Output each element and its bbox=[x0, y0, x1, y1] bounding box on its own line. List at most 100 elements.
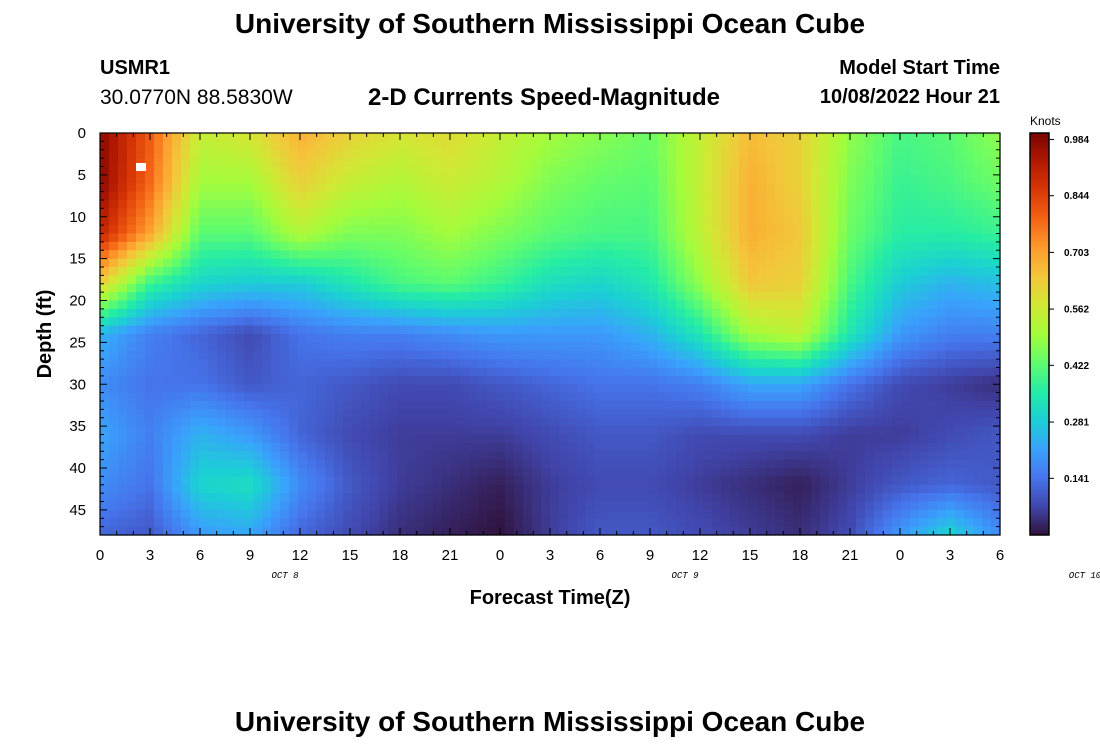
heatmap-cell bbox=[820, 174, 830, 184]
heatmap-cell bbox=[667, 300, 677, 310]
heatmap-cell bbox=[370, 417, 380, 427]
heatmap-cell bbox=[847, 518, 857, 528]
heatmap-cell bbox=[181, 283, 191, 293]
heatmap-cell bbox=[874, 149, 884, 159]
heatmap-cell bbox=[388, 191, 398, 201]
heatmap-cell bbox=[748, 267, 758, 276]
heatmap-cell bbox=[487, 518, 497, 528]
heatmap-cell bbox=[487, 292, 497, 302]
heatmap-cell bbox=[577, 216, 587, 226]
heatmap-cell bbox=[487, 133, 497, 142]
heatmap-cell bbox=[469, 275, 479, 285]
heatmap-cell bbox=[991, 258, 1001, 268]
heatmap-cell bbox=[388, 258, 398, 268]
heatmap-cell bbox=[586, 233, 596, 243]
heatmap-cell bbox=[217, 233, 227, 243]
heatmap-cell bbox=[514, 166, 524, 176]
heatmap-cell bbox=[280, 225, 290, 235]
heatmap-cell bbox=[496, 308, 506, 318]
heatmap-cell bbox=[730, 451, 740, 461]
heatmap-cell bbox=[532, 317, 542, 327]
heatmap-cell bbox=[217, 476, 227, 486]
heatmap-cell bbox=[649, 476, 659, 486]
heatmap-cell bbox=[955, 375, 965, 385]
heatmap-cell bbox=[847, 501, 857, 511]
heatmap-cell bbox=[289, 392, 299, 402]
heatmap-cell bbox=[847, 359, 857, 369]
heatmap-cell bbox=[739, 484, 749, 494]
heatmap-cell bbox=[910, 317, 920, 327]
heatmap-cell bbox=[577, 250, 587, 260]
heatmap-cell bbox=[289, 493, 299, 503]
heatmap-cell bbox=[127, 468, 137, 477]
heatmap-cell bbox=[604, 526, 614, 536]
heatmap-cell bbox=[505, 384, 515, 394]
heatmap-cell bbox=[163, 434, 173, 444]
heatmap-cell bbox=[820, 208, 830, 218]
heatmap-cell bbox=[541, 526, 551, 536]
heatmap-cell bbox=[622, 308, 632, 318]
heatmap-cell bbox=[541, 200, 551, 209]
heatmap-cell bbox=[460, 233, 470, 243]
heatmap-cell bbox=[937, 493, 947, 503]
heatmap-cell bbox=[784, 200, 794, 209]
heatmap-cell bbox=[379, 434, 389, 444]
heatmap-cell bbox=[631, 225, 641, 235]
heatmap-cell bbox=[136, 233, 146, 243]
heatmap-cell bbox=[856, 334, 866, 343]
heatmap-cell bbox=[190, 526, 200, 536]
heatmap-cell bbox=[163, 200, 173, 209]
heatmap-cell bbox=[541, 300, 551, 310]
heatmap-cell bbox=[397, 300, 407, 310]
heatmap-cell bbox=[496, 484, 506, 494]
heatmap-cell bbox=[352, 317, 362, 327]
heatmap-cell bbox=[919, 258, 929, 268]
heatmap-cell bbox=[991, 367, 1001, 377]
heatmap-cell bbox=[361, 384, 371, 394]
heatmap-cell bbox=[271, 434, 281, 444]
heatmap-cell bbox=[217, 409, 227, 419]
heatmap-cell bbox=[937, 233, 947, 243]
heatmap-cell bbox=[298, 191, 308, 201]
heatmap-cell bbox=[748, 442, 758, 452]
heatmap-cell bbox=[424, 526, 434, 536]
heatmap-cell bbox=[163, 241, 173, 251]
heatmap-cell bbox=[622, 442, 632, 452]
heatmap-cell bbox=[847, 141, 857, 151]
heatmap-cell bbox=[289, 225, 299, 235]
heatmap-cell bbox=[712, 426, 722, 436]
heatmap-cell bbox=[838, 392, 848, 402]
heatmap-cell bbox=[820, 359, 830, 369]
heatmap-cell bbox=[397, 158, 407, 168]
heatmap-cell bbox=[406, 275, 416, 285]
heatmap-cell bbox=[910, 283, 920, 293]
heatmap-cell bbox=[244, 200, 254, 209]
heatmap-cell bbox=[460, 250, 470, 260]
heatmap-cell bbox=[550, 459, 560, 469]
heatmap-cell bbox=[712, 484, 722, 494]
heatmap-cell bbox=[226, 141, 236, 151]
heatmap-cell bbox=[199, 216, 209, 226]
heatmap-cell bbox=[496, 191, 506, 201]
heatmap-cell bbox=[460, 317, 470, 327]
heatmap-cell bbox=[154, 392, 164, 402]
heatmap-cell bbox=[424, 208, 434, 218]
heatmap-cell bbox=[676, 384, 686, 394]
heatmap-cell bbox=[622, 501, 632, 511]
heatmap-cell bbox=[703, 526, 713, 536]
heatmap-cell bbox=[919, 451, 929, 461]
heatmap-cell bbox=[370, 526, 380, 536]
heatmap-cell bbox=[874, 434, 884, 444]
heatmap-cell bbox=[739, 442, 749, 452]
heatmap-cell bbox=[262, 334, 272, 343]
heatmap-cell bbox=[577, 308, 587, 318]
heatmap-cell bbox=[874, 233, 884, 243]
heatmap-cell bbox=[739, 200, 749, 209]
heatmap-cell bbox=[469, 208, 479, 218]
heatmap-cell bbox=[694, 174, 704, 184]
heatmap-cell bbox=[748, 317, 758, 327]
heatmap-cell bbox=[982, 283, 992, 293]
heatmap-cell bbox=[289, 468, 299, 477]
heatmap-cell bbox=[487, 149, 497, 159]
heatmap-cell bbox=[163, 375, 173, 385]
